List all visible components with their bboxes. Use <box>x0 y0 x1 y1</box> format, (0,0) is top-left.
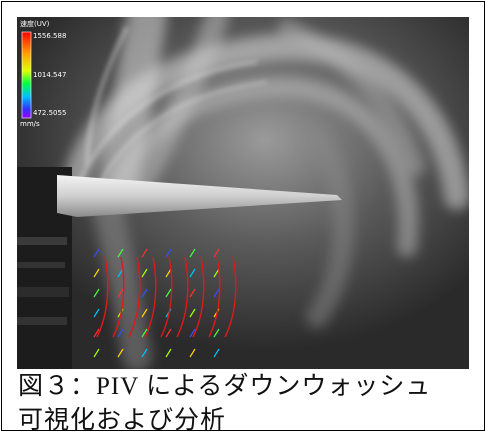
colorbar-min: 472.5055 <box>33 109 66 117</box>
colorbar-unit: mm/s <box>20 120 40 128</box>
piv-photo: 速度(UV) 1556.588 1014.547 472.5055 mm/s <box>17 17 469 369</box>
page: 速度(UV) 1556.588 1014.547 472.5055 mm/s 図… <box>0 0 486 432</box>
colorbar <box>22 32 31 118</box>
colorbar-title: 速度(UV) <box>20 19 50 28</box>
caption-line: 可視化および分析 <box>18 400 226 436</box>
colorbar-mid: 1014.547 <box>33 71 66 79</box>
caption-line: 図３：PIV によるダウンウォッシュ <box>18 366 431 402</box>
colorbar-max: 1556.588 <box>33 32 66 40</box>
